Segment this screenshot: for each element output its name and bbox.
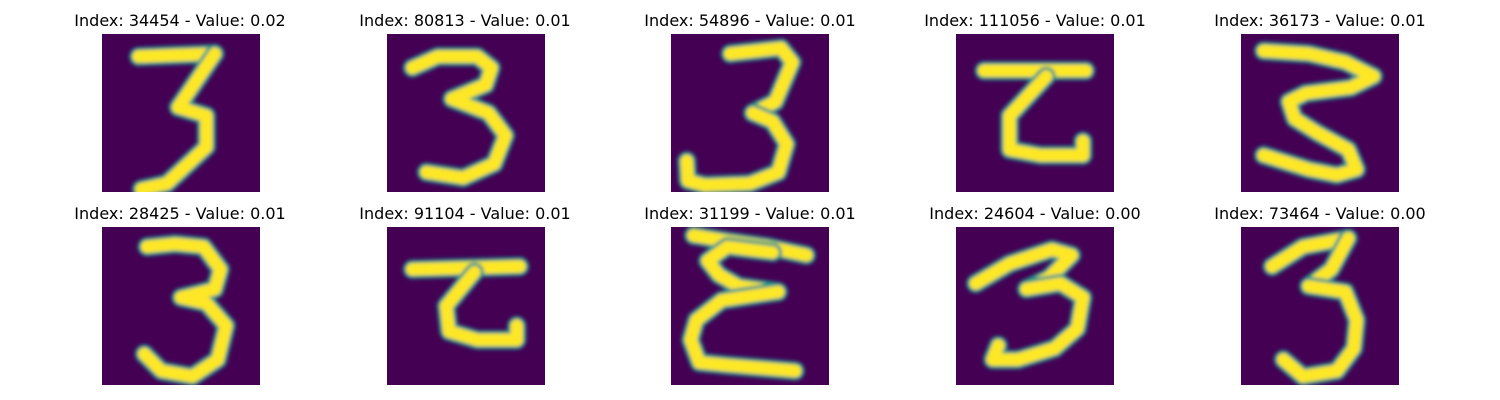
image-background	[956, 34, 1114, 192]
digit-image-10	[1241, 227, 1399, 385]
digit-strokes	[1253, 41, 1384, 185]
panel-title-8: Index: 31199 - Value: 0.01	[644, 204, 856, 223]
panel-title-10: Index: 73464 - Value: 0.00	[1214, 204, 1426, 223]
digit-stroke	[680, 106, 793, 192]
digit-stroke	[986, 277, 1090, 366]
digit-image-2	[387, 34, 545, 192]
digit-stroke	[440, 265, 523, 347]
panel-title-7: Index: 91104 - Value: 0.01	[359, 204, 571, 223]
digit-strokes	[677, 38, 802, 192]
digit-stroke	[684, 285, 802, 378]
digit-stroke	[138, 237, 233, 383]
digit-image-4	[956, 34, 1114, 192]
digit-strokes	[966, 239, 1093, 370]
digit-strokes	[681, 227, 817, 381]
panel-title-9: Index: 24604 - Value: 0.00	[929, 204, 1141, 223]
digit-image-3	[671, 34, 829, 192]
panel-title-4: Index: 111056 - Value: 0.01	[924, 11, 1146, 30]
digit-strokes	[134, 234, 236, 385]
digit-stroke	[724, 41, 799, 120]
digit-stroke	[135, 47, 222, 192]
digit-image-7	[387, 227, 545, 385]
digit-stroke	[1277, 280, 1363, 383]
panel-title-2: Index: 80813 - Value: 0.01	[359, 11, 571, 30]
panel-title-1: Index: 34454 - Value: 0.02	[74, 11, 286, 30]
panel-title-3: Index: 54896 - Value: 0.01	[644, 11, 856, 30]
digit-stroke	[1257, 44, 1380, 182]
digit-stroke	[1003, 70, 1090, 162]
digit-image-8	[671, 227, 829, 385]
digit-image-6	[102, 227, 260, 385]
panel-title-5: Index: 36173 - Value: 0.01	[1214, 11, 1426, 30]
panel-title-6: Index: 28425 - Value: 0.01	[74, 204, 286, 223]
digit-image-9	[956, 227, 1114, 385]
digit-stroke	[132, 47, 222, 63]
digit-strokes	[402, 46, 516, 188]
digit-strokes	[974, 61, 1096, 165]
digit-stroke	[1265, 232, 1355, 273]
digit-stroke	[406, 50, 512, 185]
digit-strokes	[1262, 228, 1367, 385]
digit-image-1	[102, 34, 260, 192]
digit-strokes	[402, 256, 530, 350]
digit-image-5	[1241, 34, 1399, 192]
digit-strokes	[129, 44, 225, 192]
image-background	[387, 227, 545, 385]
